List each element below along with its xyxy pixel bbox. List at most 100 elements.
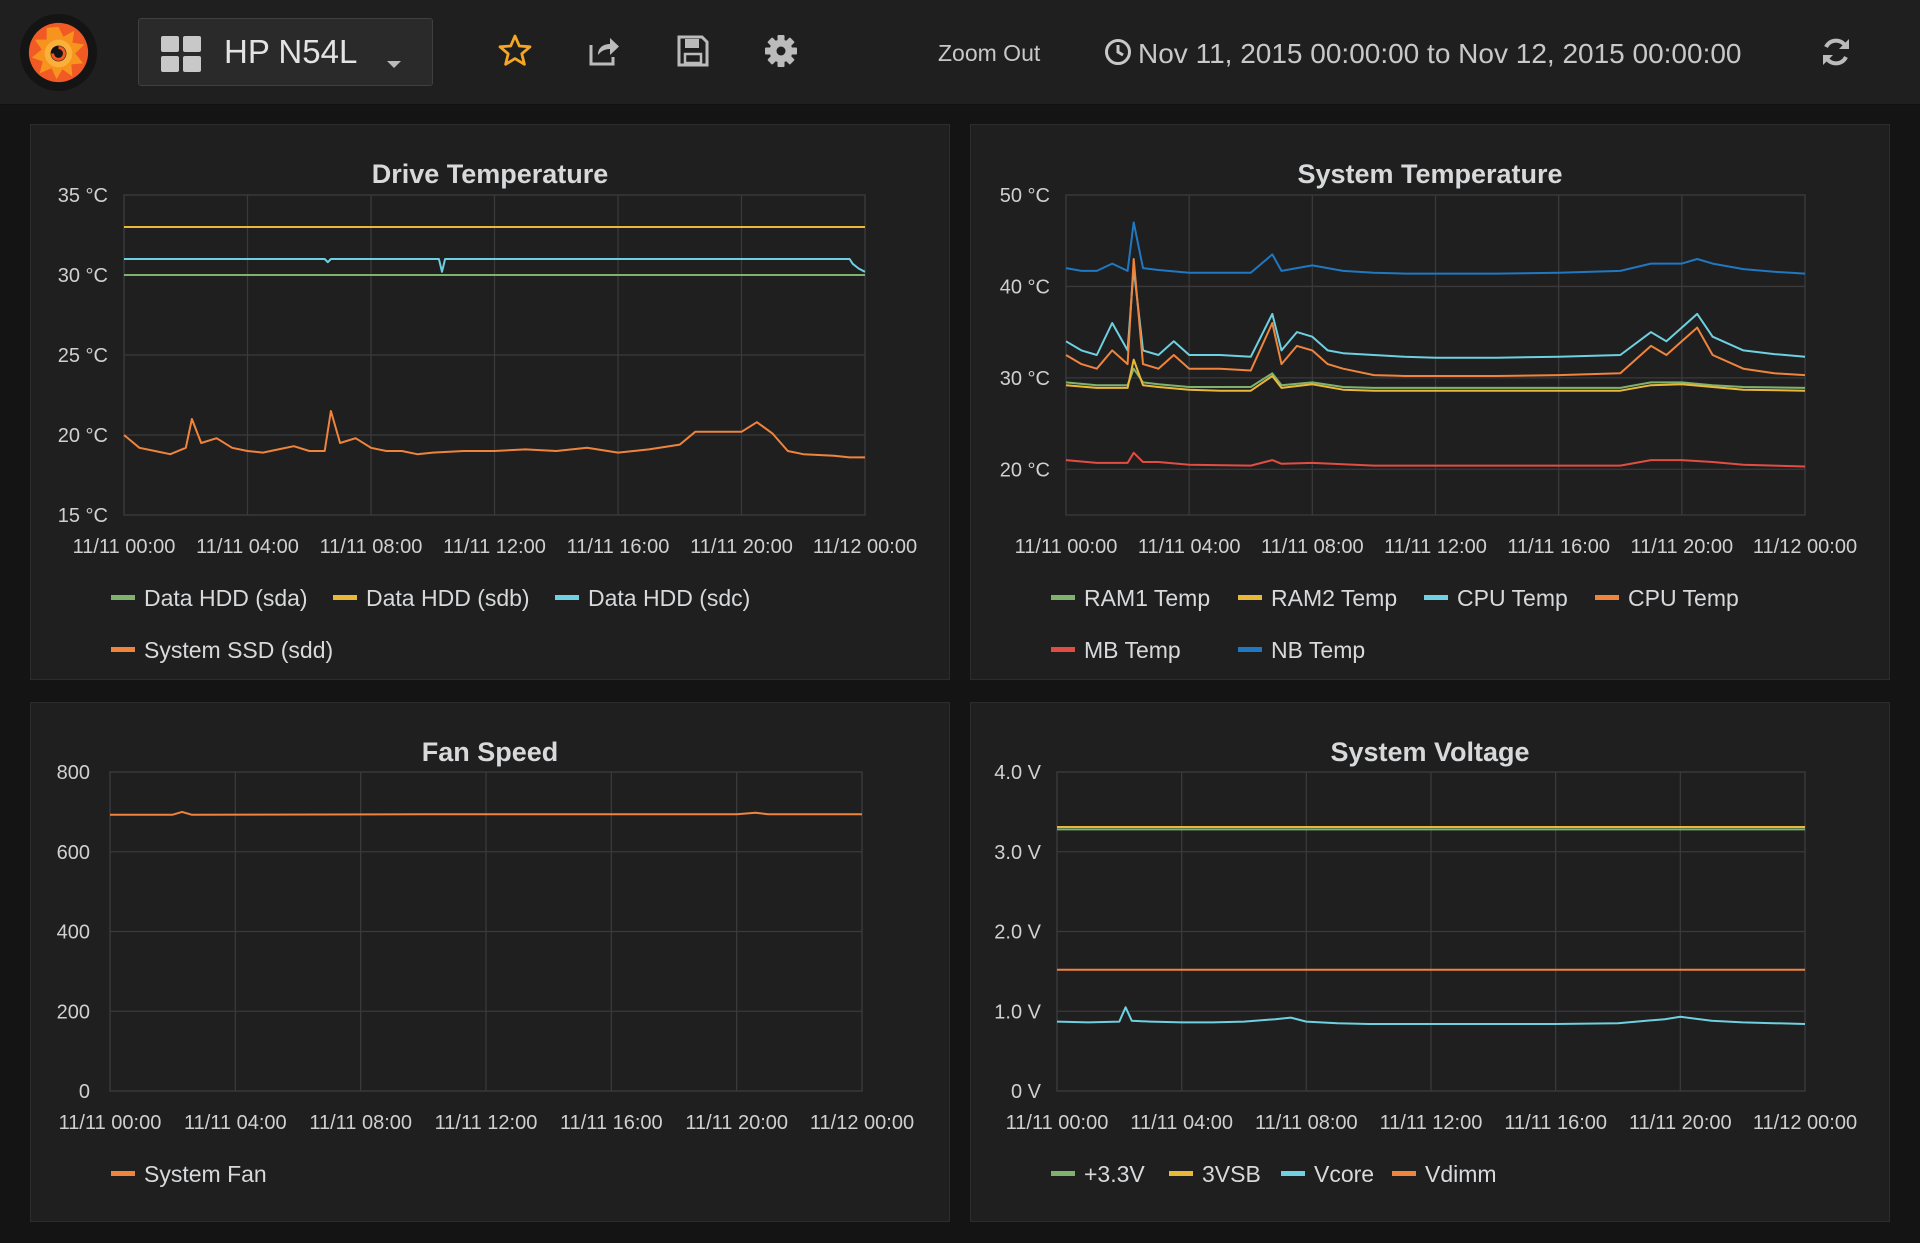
legend-label: NB Temp bbox=[1271, 637, 1366, 663]
legend-swatch bbox=[111, 1171, 135, 1177]
dashboard-picker[interactable]: HP N54L bbox=[138, 18, 433, 86]
x-tick-label: 11/11 12:00 bbox=[435, 1112, 538, 1134]
panel-fan-speed: Fan Speed 800 600 400 200 0 11/11 00:00 11/11 … bbox=[30, 702, 950, 1222]
y-tick-label: 800 bbox=[57, 762, 90, 784]
refresh-icon[interactable] bbox=[1820, 35, 1852, 69]
y-tick-label: 1.0 V bbox=[994, 1001, 1041, 1023]
x-tick-label: 11/11 08:00 bbox=[309, 1112, 412, 1134]
legend-item[interactable]: System SSD (sdd) bbox=[111, 637, 333, 664]
legend-label: Data HDD (sdb) bbox=[366, 585, 530, 611]
series-line-system-ssd-sdd--3 bbox=[123, 410, 865, 459]
plot-area bbox=[123, 194, 866, 516]
legend-swatch bbox=[1595, 595, 1619, 601]
legend-item[interactable]: System Fan bbox=[111, 1161, 267, 1188]
panel-title[interactable]: System Voltage bbox=[1330, 737, 1530, 767]
y-tick-label: 600 bbox=[57, 842, 90, 864]
panel-title[interactable]: Drive Temperature bbox=[371, 159, 609, 189]
series-line-nb-temp-5 bbox=[1065, 221, 1806, 275]
legend-swatch bbox=[111, 595, 135, 601]
x-tick-label: 11/11 12:00 bbox=[443, 536, 546, 558]
legend-swatch bbox=[1051, 1171, 1075, 1177]
series-line-mb-temp-4 bbox=[1065, 451, 1806, 468]
y-tick-label: 30 °C bbox=[1000, 368, 1050, 390]
legend-item[interactable]: Vdimm bbox=[1392, 1161, 1497, 1188]
caret-down-icon bbox=[387, 61, 401, 68]
x-tick-label: 11/12 00:00 bbox=[813, 536, 917, 558]
x-tick-label: 11/11 00:00 bbox=[1006, 1112, 1109, 1134]
system-temperature-chart: 50 °C 40 °C 30 °C 20 °C 11/11 00:00 11/11 04:… bbox=[1000, 185, 1857, 558]
legend-item[interactable]: Data HDD (sdb) bbox=[333, 585, 530, 612]
x-tick-label: 11/11 00:00 bbox=[73, 536, 176, 558]
x-tick-label: 11/11 04:00 bbox=[1130, 1112, 1233, 1134]
time-range-picker[interactable]: Nov 11, 2015 00:00:00 to Nov 12, 2015 00… bbox=[1104, 36, 1742, 72]
legend-item[interactable]: +3.3V bbox=[1051, 1161, 1145, 1188]
series-line-system-fan-0 bbox=[110, 810, 862, 816]
zoom-out-button[interactable]: Zoom Out bbox=[938, 40, 1041, 66]
x-tick-label: 11/11 16:00 bbox=[1504, 1112, 1607, 1134]
time-range-label: Nov 11, 2015 00:00:00 to Nov 12, 2015 00… bbox=[1138, 38, 1742, 69]
panel-drive-temperature: Drive Temperature 35 °C 30 °C 25 °C 20 °C 15… bbox=[30, 124, 950, 680]
y-tick-label: 200 bbox=[57, 1001, 90, 1023]
legend-label: +3.3V bbox=[1084, 1161, 1145, 1187]
series-line-ram2-temp-1 bbox=[1065, 358, 1806, 392]
y-tick-label: 30 °C bbox=[58, 265, 108, 287]
legend-swatch bbox=[1424, 595, 1448, 601]
legend-item[interactable]: Data HDD (sdc) bbox=[555, 585, 750, 612]
x-tick-label: 11/11 12:00 bbox=[1384, 536, 1487, 558]
y-tick-label: 4.0 V bbox=[994, 762, 1041, 784]
share-icon[interactable] bbox=[586, 33, 622, 69]
legend-item[interactable]: MB Temp bbox=[1051, 637, 1181, 664]
legend-item[interactable]: RAM1 Temp bbox=[1051, 585, 1210, 612]
legend-swatch bbox=[555, 595, 579, 601]
legend-item[interactable]: NB Temp bbox=[1238, 637, 1365, 664]
legend-label: System Fan bbox=[144, 1161, 267, 1187]
legend-swatch bbox=[1281, 1171, 1305, 1177]
x-tick-label: 11/11 16:00 bbox=[560, 1112, 663, 1134]
legend-swatch bbox=[1238, 595, 1262, 601]
y-tick-label: 2.0 V bbox=[994, 922, 1041, 944]
legend-item[interactable]: 3VSB bbox=[1169, 1161, 1261, 1188]
legend-item[interactable]: Vcore bbox=[1281, 1161, 1374, 1188]
legend-label: RAM1 Temp bbox=[1084, 585, 1211, 611]
x-tick-label: 11/11 16:00 bbox=[567, 536, 670, 558]
dashboard-grid-icon bbox=[161, 36, 201, 72]
legend-label: CPU Temp bbox=[1628, 585, 1739, 611]
legend-swatch bbox=[111, 647, 135, 653]
x-tick-label: 11/11 16:00 bbox=[1507, 536, 1610, 558]
series-line-cpu-temp-3 bbox=[1065, 258, 1806, 377]
plot-area bbox=[1056, 771, 1806, 1092]
y-tick-label: 20 °C bbox=[1000, 459, 1050, 481]
legend-item[interactable]: RAM2 Temp bbox=[1238, 585, 1397, 612]
x-tick-label: 11/11 20:00 bbox=[685, 1112, 788, 1134]
star-icon[interactable] bbox=[497, 33, 533, 69]
y-tick-label: 3.0 V bbox=[994, 842, 1041, 864]
legend-label: Vcore bbox=[1314, 1161, 1375, 1187]
x-tick-label: 11/11 20:00 bbox=[690, 536, 793, 558]
top-navbar: HP N54L Zoom Out Nov 11, 2015 00:00:00 t… bbox=[0, 0, 1920, 105]
x-tick-label: 11/11 08:00 bbox=[1255, 1112, 1358, 1134]
save-icon[interactable] bbox=[675, 33, 711, 69]
x-tick-label: 11/11 04:00 bbox=[184, 1112, 287, 1134]
y-tick-label: 35 °C bbox=[58, 185, 108, 207]
fan-speed-chart: 800 600 400 200 0 11/11 00:00 11/11 04:00 11/11… bbox=[57, 762, 914, 1134]
panel-title[interactable]: System Temperature bbox=[1297, 159, 1563, 189]
y-tick-label: 20 °C bbox=[58, 425, 108, 447]
legend-swatch bbox=[1051, 595, 1075, 601]
x-tick-label: 11/11 00:00 bbox=[59, 1112, 162, 1134]
legend-label: Vdimm bbox=[1425, 1161, 1497, 1187]
x-tick-label: 11/11 04:00 bbox=[1138, 536, 1241, 558]
legend-item[interactable]: CPU Temp bbox=[1595, 585, 1739, 612]
y-tick-label: 15 °C bbox=[58, 505, 108, 527]
legend-swatch bbox=[1238, 647, 1262, 653]
legend-item[interactable]: CPU Temp bbox=[1424, 585, 1568, 612]
legend-label: CPU Temp bbox=[1457, 585, 1568, 611]
settings-gear-icon[interactable] bbox=[763, 33, 799, 69]
panel-title[interactable]: Fan Speed bbox=[421, 737, 559, 767]
legend-item[interactable]: Data HDD (sda) bbox=[111, 585, 308, 612]
series-line-data-hdd-sdc--2 bbox=[124, 258, 866, 273]
grafana-logo-icon[interactable] bbox=[19, 13, 98, 92]
clock-icon bbox=[1105, 39, 1131, 65]
plot-area bbox=[109, 771, 863, 1092]
panel-system-voltage: System Voltage 4.0 V 3.0 V 2.0 V 1.0 V 0 V 11… bbox=[970, 702, 1890, 1222]
legend-swatch bbox=[1051, 647, 1075, 653]
